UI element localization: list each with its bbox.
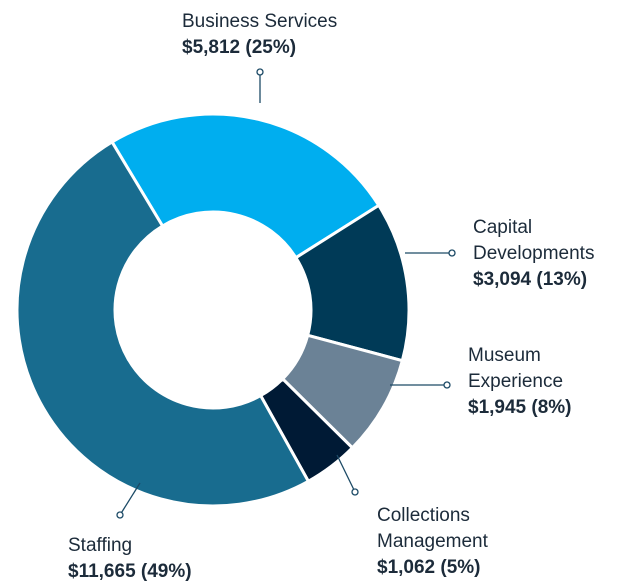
donut-slice	[109, 112, 381, 260]
category-label: Capital Developments	[473, 217, 595, 264]
category-label: Staffing	[68, 535, 133, 556]
leader-dot	[116, 511, 124, 519]
value-label: $5,812 (25%)	[182, 37, 297, 58]
value-label: $1,945 (8%)	[468, 397, 572, 418]
slice-label: Collections Management $1,062 (5%)	[377, 503, 527, 581]
category-label: Business Services	[182, 11, 338, 32]
leader-dot	[448, 249, 456, 257]
leader-dot	[256, 68, 264, 76]
value-label: $1,062 (5%)	[377, 557, 481, 578]
leader-line	[119, 482, 141, 516]
slice-label: Staffing $11,665 (49%)	[68, 533, 268, 585]
value-label: $3,094 (13%)	[473, 269, 588, 290]
category-label: Collections Management	[377, 505, 488, 552]
leader-dot	[443, 381, 451, 389]
leader-dot	[351, 488, 359, 496]
donut-slice	[15, 139, 311, 508]
value-label: $11,665 (49%)	[68, 561, 192, 582]
slice-label: Business Services $5,812 (25%)	[182, 9, 422, 61]
slice-label: Capital Developments $3,094 (13%)	[473, 215, 620, 293]
slice-label: Museum Experience $1,945 (8%)	[468, 343, 608, 421]
leader-line	[336, 454, 356, 493]
category-label: Museum Experience	[468, 345, 564, 392]
